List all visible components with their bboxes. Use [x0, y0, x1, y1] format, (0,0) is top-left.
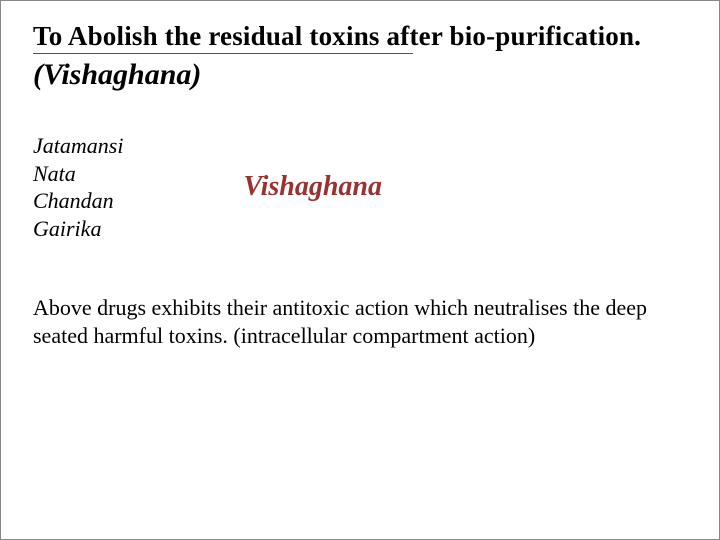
drug-list: Jatamansi Nata Chandan Gairika	[33, 132, 123, 242]
title-underline	[33, 53, 413, 54]
drug-item: Nata	[33, 160, 123, 188]
content-row: Jatamansi Nata Chandan Gairika Vishaghan…	[33, 132, 689, 242]
slide-title-line2: (Vishaghana)	[33, 58, 689, 92]
drug-item: Jatamansi	[33, 132, 123, 160]
footer-text: Above drugs exhibits their antitoxic act…	[33, 294, 689, 350]
drug-item: Gairika	[33, 215, 123, 243]
slide-title-line1: To Abolish the residual toxins after bio…	[33, 21, 689, 52]
category-label: Vishaghana	[243, 171, 382, 203]
drug-item: Chandan	[33, 187, 123, 215]
